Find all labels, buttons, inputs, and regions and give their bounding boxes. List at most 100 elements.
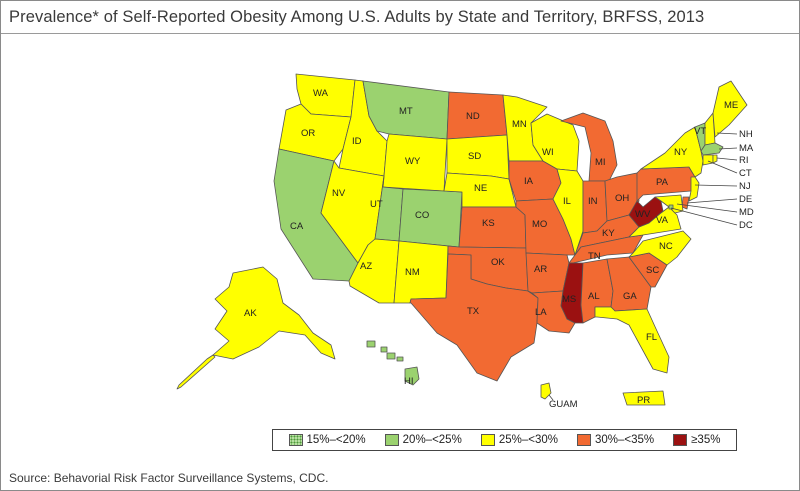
legend-item-35-plus: ≥35% bbox=[673, 434, 720, 446]
label-CA: CA bbox=[290, 221, 304, 232]
label-CO: CO bbox=[415, 210, 429, 221]
label-AR: AR bbox=[534, 264, 547, 275]
state-AK[interactable] bbox=[212, 266, 336, 360]
label-DE: DE bbox=[739, 194, 752, 205]
map-title: Prevalence* of Self-Reported Obesity Amo… bbox=[9, 8, 705, 26]
label-IL: IL bbox=[563, 196, 571, 207]
state-AR[interactable] bbox=[525, 252, 570, 294]
state-NM[interactable] bbox=[393, 240, 449, 304]
label-NH: NH bbox=[739, 129, 753, 140]
state-NJ[interactable] bbox=[688, 176, 700, 202]
label-ID: ID bbox=[352, 136, 362, 147]
state-AK-chain[interactable] bbox=[176, 354, 216, 390]
label-MA: MA bbox=[739, 143, 754, 154]
label-WA: WA bbox=[313, 88, 329, 99]
label-MI: MI bbox=[595, 157, 606, 168]
label-MO: MO bbox=[532, 219, 547, 230]
label-GUAM: GUAM bbox=[549, 399, 578, 410]
legend-label-30-35: 30%–<35% bbox=[594, 434, 655, 446]
label-NV: NV bbox=[332, 188, 346, 199]
label-IA: IA bbox=[524, 176, 534, 187]
state-NC[interactable] bbox=[628, 230, 692, 266]
map-legend: 15%–<20% 20%–<25% 25%–<30% 30%–<35% ≥35% bbox=[272, 429, 737, 451]
label-SC: SC bbox=[646, 265, 659, 276]
state-PR[interactable] bbox=[622, 390, 666, 406]
label-AK: AK bbox=[244, 308, 257, 319]
state-CO[interactable] bbox=[398, 188, 463, 248]
label-NM: NM bbox=[405, 267, 420, 278]
label-AZ: AZ bbox=[360, 261, 372, 272]
label-NE: NE bbox=[474, 183, 487, 194]
legend-item-15-20: 15%–<20% bbox=[288, 434, 366, 446]
state-HI-kauai[interactable] bbox=[366, 340, 376, 348]
legend-swatch-15-20 bbox=[288, 434, 303, 446]
label-KS: KS bbox=[482, 218, 495, 229]
label-WV: WV bbox=[635, 209, 651, 220]
label-MN: MN bbox=[512, 119, 527, 130]
title-divider bbox=[1, 33, 799, 34]
label-HI: HI bbox=[404, 376, 414, 387]
state-ME[interactable] bbox=[712, 80, 748, 138]
state-HI-molokai[interactable] bbox=[396, 356, 404, 362]
label-RI: RI bbox=[739, 155, 749, 166]
state-HI-maui[interactable] bbox=[386, 352, 396, 360]
legend-label-15-20: 15%–<20% bbox=[306, 434, 366, 446]
label-PR: PR bbox=[637, 395, 650, 406]
label-CT: CT bbox=[739, 168, 752, 179]
state-CT[interactable] bbox=[702, 154, 714, 166]
label-KY: KY bbox=[602, 228, 615, 239]
legend-label-25-30: 25%–<30% bbox=[498, 434, 558, 446]
state-IL[interactable] bbox=[552, 168, 584, 256]
state-MI[interactable] bbox=[560, 112, 618, 182]
label-NY: NY bbox=[674, 147, 688, 158]
state-TX[interactable] bbox=[409, 253, 539, 382]
legend-swatch-25-30 bbox=[480, 434, 495, 446]
state-RI[interactable] bbox=[712, 154, 718, 164]
label-ME: ME bbox=[724, 100, 738, 111]
label-FL: FL bbox=[646, 332, 657, 343]
label-DC: DC bbox=[739, 220, 753, 231]
source-note: Source: Behavorial Risk Factor Surveilla… bbox=[9, 471, 329, 485]
label-AL: AL bbox=[588, 291, 600, 302]
legend-item-25-30: 25%–<30% bbox=[480, 434, 558, 446]
label-MD: MD bbox=[739, 207, 754, 218]
label-TN: TN bbox=[588, 251, 601, 262]
label-VA: VA bbox=[656, 215, 669, 226]
label-TX: TX bbox=[467, 306, 480, 317]
label-NC: NC bbox=[659, 241, 673, 252]
label-ND: ND bbox=[466, 111, 480, 122]
label-UT: UT bbox=[370, 199, 383, 210]
label-VT: VT bbox=[694, 126, 706, 137]
label-MT: MT bbox=[399, 106, 413, 117]
state-FL[interactable] bbox=[594, 306, 670, 374]
legend-swatch-35-plus bbox=[673, 434, 688, 446]
label-SD: SD bbox=[468, 151, 481, 162]
label-WY: WY bbox=[405, 156, 421, 167]
state-HI[interactable] bbox=[404, 366, 420, 386]
legend-swatch-20-25 bbox=[384, 434, 399, 446]
label-OR: OR bbox=[301, 128, 315, 139]
legend-swatch-30-35 bbox=[576, 434, 591, 446]
leader-lines bbox=[548, 132, 738, 401]
label-NJ: NJ bbox=[739, 181, 751, 192]
state-shapes bbox=[176, 73, 748, 406]
label-PA: PA bbox=[656, 177, 669, 188]
label-OH: OH bbox=[615, 193, 629, 204]
state-NY[interactable] bbox=[640, 126, 704, 178]
state-HI-oahu[interactable] bbox=[380, 346, 388, 353]
label-WI: WI bbox=[542, 147, 554, 158]
label-IN: IN bbox=[588, 196, 598, 207]
state-labels: WA OR CA ID NV MT WY UT CO AZ NM ND SD N… bbox=[244, 88, 754, 410]
label-GA: GA bbox=[623, 291, 637, 302]
label-LA: LA bbox=[535, 307, 547, 318]
label-MS: MS bbox=[562, 294, 576, 305]
legend-label-35-plus: ≥35% bbox=[691, 434, 721, 446]
legend-label-20-25: 20%–<25% bbox=[402, 434, 462, 446]
state-MD[interactable] bbox=[654, 194, 684, 214]
legend-item-30-35: 30%–<35% bbox=[576, 434, 655, 446]
state-GUAM[interactable] bbox=[540, 382, 552, 400]
legend-item-20-25: 20%–<25% bbox=[384, 434, 462, 446]
label-OK: OK bbox=[491, 257, 505, 268]
